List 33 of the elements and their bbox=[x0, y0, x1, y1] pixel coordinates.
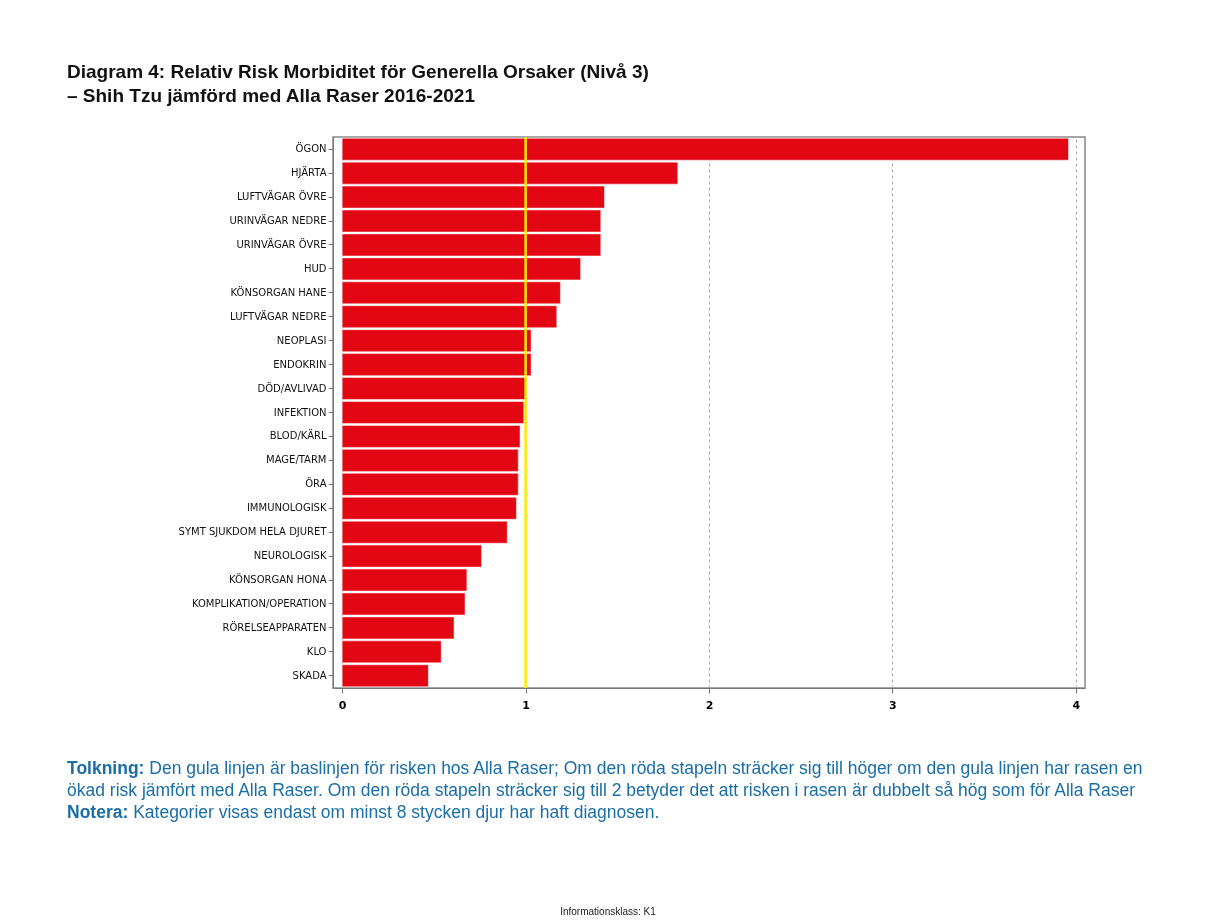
y-tick-label: URINVÄGAR ÖVRE bbox=[236, 237, 327, 250]
text: Informationsklass: K1 bbox=[559, 906, 657, 917]
y-tick-label: SYMT SJUKDOM HELA DJURET bbox=[178, 526, 328, 538]
chart-title: Diagram 4: Relativ Risk Morbiditet för Generella Orsaker (Nivå 3) bbox=[67, 60, 649, 84]
y-tick-label: HUD bbox=[303, 262, 327, 274]
y-tick-label: NEOPLASI bbox=[276, 334, 327, 346]
chart-subtitle: – Shih Tzu jämförd med Alla Raser 2016-2021 bbox=[67, 84, 476, 108]
text: Notera: Kategorier visas endast om minst 8 stycken djur har haft diagnosen. bbox=[67, 801, 661, 823]
y-tick-label: KÖNSORGAN HANE bbox=[230, 285, 327, 298]
x-tick-label: 3 bbox=[889, 698, 897, 712]
y-tick-label: ENDOKRIN bbox=[273, 358, 327, 370]
y-tick-label: ÖGON bbox=[295, 142, 327, 155]
x-tick-label: 0 bbox=[338, 698, 347, 712]
y-tick-label: LUFTVÄGAR NEDRE bbox=[230, 309, 327, 322]
y-tick-label: KLO bbox=[306, 645, 327, 657]
y-tick-label: ÖRA bbox=[305, 477, 327, 490]
y-tick-label: BLOD/KÄRL bbox=[269, 429, 327, 442]
y-tick-label: HJÄRTA bbox=[290, 166, 327, 179]
y-tick-label: KOMPLIKATION/OPERATION bbox=[191, 597, 327, 609]
x-tick-label: 4 bbox=[1072, 698, 1081, 712]
y-tick-label: IMMUNOLOGISK bbox=[246, 502, 327, 514]
y-tick-label: MAGE/TARM bbox=[266, 454, 327, 466]
y-tick-label: NEUROLOGISK bbox=[253, 550, 327, 562]
y-tick-label: KÖNSORGAN HONA bbox=[229, 573, 327, 586]
y-tick-label: URINVÄGAR NEDRE bbox=[229, 214, 327, 227]
y-tick-label: INFEKTION bbox=[273, 406, 327, 418]
x-tick-label: 1 bbox=[522, 698, 530, 712]
text: Tolkning: Den gula linjen är baslinjen för risken hos Alla Raser; Om den röda stapeln sträcker sig till höger om den gula linjen har rasen en ökad risk jämfört med Alla Raser. Om den röda stapeln sträcker sig till 2 betyder det att risken i rasen är dubbelt så hög som för Alla Raser bbox=[67, 757, 1144, 801]
y-tick-label: LUFTVÄGAR ÖVRE bbox=[237, 190, 327, 203]
y-tick-label: DÖD/AVLIVAD bbox=[257, 381, 327, 394]
y-tick-label: RÖRELSEAPPARATEN bbox=[222, 620, 327, 633]
x-tick-label: 2 bbox=[705, 698, 714, 712]
y-tick-label: SKADA bbox=[292, 669, 327, 681]
